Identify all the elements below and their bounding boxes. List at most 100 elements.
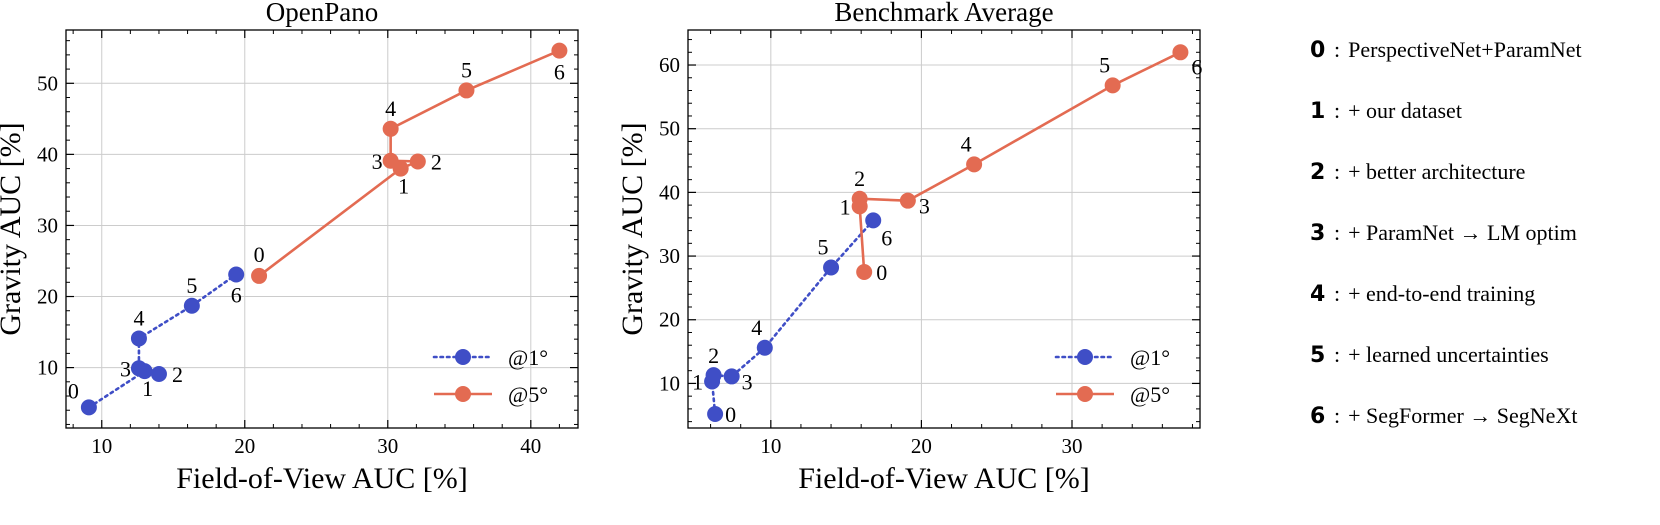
data-point bbox=[899, 192, 916, 209]
data-point bbox=[551, 42, 568, 59]
method-description: + SegFormer → SegNeXt bbox=[1348, 403, 1578, 428]
method-item: 1 : + our dataset bbox=[1310, 91, 1462, 131]
point-label: 3 bbox=[919, 194, 930, 219]
point-label: 6 bbox=[881, 225, 892, 250]
point-label: 2 bbox=[172, 362, 183, 387]
method-separator: : bbox=[1334, 342, 1341, 367]
series-line bbox=[858, 51, 1181, 273]
method-number: 5 bbox=[1310, 342, 1326, 368]
data-point bbox=[705, 367, 722, 384]
x-tick-label: 30 bbox=[377, 434, 398, 458]
point-label: 2 bbox=[431, 149, 442, 174]
x-tick-label: 20 bbox=[234, 434, 255, 458]
point-label: 6 bbox=[554, 60, 565, 85]
data-point bbox=[251, 267, 268, 284]
point-label: 0 bbox=[725, 402, 736, 427]
method-item: 0 : PerspectiveNet+ParamNet bbox=[1310, 30, 1582, 70]
method-separator: : bbox=[1334, 403, 1341, 428]
series-line bbox=[87, 273, 238, 409]
y-tick-label: 30 bbox=[37, 213, 58, 237]
method-number: 6 bbox=[1310, 403, 1326, 429]
data-point bbox=[382, 152, 399, 169]
data-point bbox=[409, 153, 426, 170]
legend-marker bbox=[455, 349, 471, 365]
method-item: 4 : + end-to-end training bbox=[1310, 274, 1535, 314]
y-tick-label: 40 bbox=[659, 180, 680, 204]
point-label: 2 bbox=[854, 166, 865, 191]
method-description: + end-to-end training bbox=[1348, 281, 1536, 306]
method-separator: : bbox=[1334, 98, 1341, 123]
data-point bbox=[130, 330, 147, 347]
y-tick-label: 60 bbox=[659, 53, 680, 77]
point-label: 0 bbox=[876, 260, 887, 285]
chart-title: OpenPano bbox=[266, 0, 378, 27]
method-number: 1 bbox=[1310, 98, 1326, 124]
method-description: + ParamNet → LM optim bbox=[1348, 220, 1577, 245]
legend-marker bbox=[1077, 386, 1093, 402]
data-point bbox=[183, 297, 200, 314]
data-point bbox=[80, 399, 97, 416]
point-label: 3 bbox=[372, 149, 383, 174]
point-label: 1 bbox=[692, 370, 703, 395]
method-number: 0 bbox=[1310, 37, 1326, 63]
method-description: PerspectiveNet+ParamNet bbox=[1348, 37, 1582, 62]
point-label: 5 bbox=[186, 273, 197, 298]
legend-marker bbox=[1077, 349, 1093, 365]
method-separator: : bbox=[1334, 37, 1341, 62]
legend-label: @5° bbox=[1130, 382, 1170, 407]
method-separator: : bbox=[1334, 281, 1341, 306]
y-axis-label: Gravity AUC [%] bbox=[616, 122, 649, 335]
method-item: 2 : + better architecture bbox=[1310, 152, 1525, 192]
method-item: 3 : + ParamNet → LM optim bbox=[1310, 213, 1577, 253]
method-number: 4 bbox=[1310, 281, 1326, 307]
chart-title: Benchmark Average bbox=[834, 0, 1053, 27]
point-label: 4 bbox=[961, 131, 972, 156]
x-tick-label: 10 bbox=[91, 434, 112, 458]
point-label: 5 bbox=[461, 57, 472, 82]
method-description: + learned uncertainties bbox=[1348, 342, 1549, 367]
data-point bbox=[228, 266, 245, 283]
method-item: 6 : + SegFormer → SegNeXt bbox=[1310, 396, 1577, 436]
point-label: 4 bbox=[751, 315, 762, 340]
series-line bbox=[710, 219, 875, 416]
point-label: 4 bbox=[385, 96, 396, 121]
plot-frame bbox=[687, 29, 1201, 429]
legend-label: @1° bbox=[508, 345, 548, 370]
legend-label: @5° bbox=[508, 382, 548, 407]
y-tick-label: 30 bbox=[659, 244, 680, 268]
point-label: 0 bbox=[68, 378, 79, 403]
method-separator: : bbox=[1334, 159, 1341, 184]
point-label: 5 bbox=[1099, 52, 1110, 77]
point-label: 2 bbox=[708, 343, 719, 368]
method-description: + better architecture bbox=[1348, 159, 1526, 184]
method-separator: : bbox=[1334, 220, 1341, 245]
x-axis-label: Field-of-View AUC [%] bbox=[176, 462, 467, 495]
method-item: 5 : + learned uncertainties bbox=[1310, 335, 1549, 375]
data-point bbox=[856, 263, 873, 280]
data-point bbox=[823, 259, 840, 276]
y-tick-label: 50 bbox=[37, 71, 58, 95]
data-point bbox=[1104, 77, 1121, 94]
point-label: 1 bbox=[840, 194, 851, 219]
data-point bbox=[723, 368, 740, 385]
x-tick-label: 40 bbox=[520, 434, 541, 458]
chart-panel: 10 20 30 401020304050OpenPanoField-of-View … bbox=[0, 0, 579, 495]
legend-marker bbox=[455, 386, 471, 402]
y-tick-label: 10 bbox=[37, 356, 58, 380]
point-label: 0 bbox=[254, 242, 265, 267]
x-tick-label: 30 bbox=[1062, 434, 1083, 458]
data-point bbox=[966, 156, 983, 173]
point-label: 6 bbox=[1191, 54, 1202, 79]
point-label: 6 bbox=[231, 282, 242, 307]
point-label: 1 bbox=[398, 174, 409, 199]
y-tick-label: 20 bbox=[37, 285, 58, 309]
method-number: 3 bbox=[1310, 220, 1326, 246]
plot-frame bbox=[65, 29, 579, 429]
x-tick-label: 10 bbox=[760, 434, 781, 458]
data-point bbox=[756, 339, 773, 356]
point-label: 5 bbox=[818, 235, 829, 260]
method-description: + our dataset bbox=[1348, 98, 1462, 123]
data-point bbox=[1172, 44, 1189, 61]
